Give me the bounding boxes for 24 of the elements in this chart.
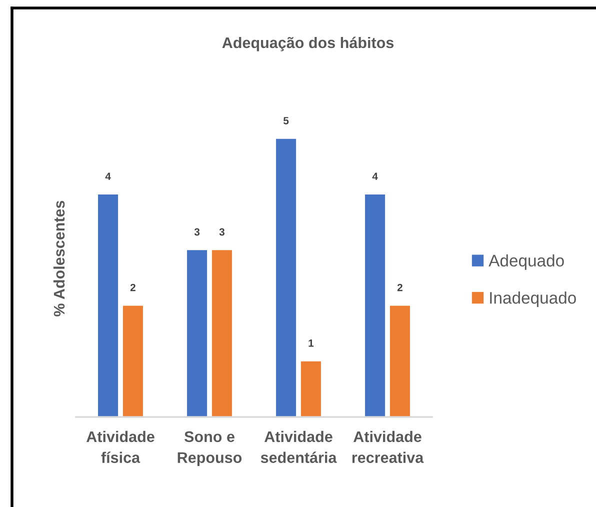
bar <box>390 306 410 417</box>
y-axis-title: % Adolescentes <box>53 200 65 316</box>
legend-label: Inadequado <box>490 292 576 308</box>
bar <box>187 250 208 417</box>
bar <box>300 361 321 417</box>
chart-title: Adequação dos hábitos <box>222 36 394 52</box>
bar <box>98 194 118 417</box>
x-tick-label: Atividade recreativa <box>352 430 424 463</box>
data-label: 3 <box>219 228 224 236</box>
data-label: 4 <box>372 172 378 180</box>
data-label: 1 <box>308 340 314 347</box>
bar <box>122 306 143 417</box>
legend-label: Adequado <box>488 254 564 270</box>
data-label: 2 <box>130 284 136 292</box>
bar <box>276 138 296 417</box>
data-label: 4 <box>105 172 111 180</box>
data-label: 2 <box>397 284 402 292</box>
bar <box>365 194 386 417</box>
x-tick-label: Atividade física <box>86 430 154 463</box>
x-tick-label: Sono e Repouso <box>178 431 242 466</box>
data-label: 3 <box>194 228 200 236</box>
data-label: 5 <box>283 117 289 124</box>
bar <box>212 250 232 417</box>
x-tick-label: Atividade sedentária <box>260 430 337 463</box>
